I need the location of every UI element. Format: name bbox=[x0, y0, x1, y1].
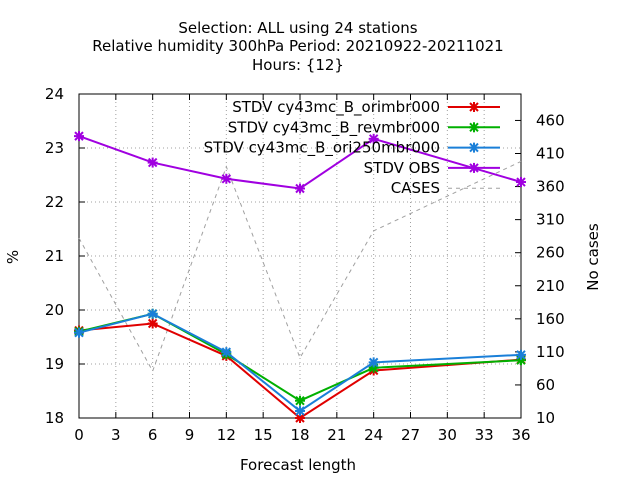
legend-label: STDV cy43mc_B_ori250mbr000 bbox=[204, 139, 440, 158]
data-point bbox=[295, 395, 305, 406]
legend-entry: STDV cy43mc_B_revmbr000 bbox=[228, 118, 500, 137]
series-cases bbox=[78, 160, 522, 373]
data-point bbox=[74, 327, 84, 338]
legend-marker bbox=[469, 102, 479, 112]
legend-label: STDV OBS bbox=[364, 159, 440, 177]
data-point bbox=[295, 405, 305, 416]
x-axis-label: Forecast length bbox=[240, 456, 356, 474]
legend-marker bbox=[469, 162, 479, 173]
legend-entry: STDV cy43mc_B_orimbr000 bbox=[232, 98, 500, 117]
legend-marker bbox=[469, 122, 479, 133]
series-group bbox=[74, 131, 526, 423]
x-tick-label: 21 bbox=[327, 426, 346, 444]
data-point bbox=[368, 133, 379, 144]
x-tick-label: 24 bbox=[364, 426, 383, 444]
y-tick-label: 21 bbox=[45, 247, 64, 265]
series-stdv-cy43mc-b-ori250mbr000 bbox=[74, 308, 526, 416]
y2-tick-label: 360 bbox=[536, 178, 565, 196]
series-line bbox=[78, 322, 522, 420]
x-tick-label: 6 bbox=[148, 426, 158, 444]
y2-tick-label: 60 bbox=[536, 376, 555, 394]
title-line-1: Selection: ALL using 24 stations bbox=[178, 19, 417, 37]
data-point bbox=[147, 308, 158, 319]
x-tick-label: 3 bbox=[111, 426, 121, 444]
y-tick-label: 20 bbox=[45, 301, 64, 319]
legend-entry: STDV OBS bbox=[364, 159, 500, 177]
legend-entry: CASES bbox=[391, 179, 500, 197]
legend-label: STDV cy43mc_B_orimbr000 bbox=[232, 98, 440, 117]
x-tick-label: 0 bbox=[74, 426, 84, 444]
data-point bbox=[221, 347, 232, 358]
y2-tick-label: 210 bbox=[536, 277, 565, 295]
tick-labels: 0 3 6 9 12 15 18 21 24 27 30 33 36181920212223241060… bbox=[45, 85, 565, 444]
chart-title: Selection: ALL using 24 stations Relativ… bbox=[92, 19, 503, 74]
y2-tick-label: 310 bbox=[536, 211, 565, 229]
y-axis-label: % bbox=[4, 250, 22, 264]
legend-label: STDV cy43mc_B_revmbr000 bbox=[228, 118, 440, 137]
data-point bbox=[147, 318, 158, 329]
y2-tick-label: 110 bbox=[536, 343, 565, 361]
legend-label: CASES bbox=[391, 179, 440, 197]
data-point bbox=[74, 131, 84, 142]
y-tick-label: 23 bbox=[45, 139, 64, 157]
x-tick-label: 12 bbox=[217, 426, 236, 444]
data-point bbox=[516, 177, 526, 188]
data-point bbox=[295, 183, 305, 194]
series-line bbox=[78, 135, 522, 190]
series-line bbox=[78, 312, 522, 413]
data-point bbox=[516, 349, 526, 360]
y2-tick-label: 10 bbox=[536, 409, 555, 427]
title-line-3: Hours: {12} bbox=[252, 56, 344, 74]
x-tick-label: 9 bbox=[185, 426, 195, 444]
legend-entry: STDV cy43mc_B_ori250mbr000 bbox=[204, 139, 500, 158]
y-tick-label: 18 bbox=[45, 409, 64, 427]
y2-axis-label: No cases bbox=[584, 223, 602, 291]
series-line bbox=[78, 160, 522, 373]
y-tick-label: 22 bbox=[45, 193, 64, 211]
x-tick-label: 15 bbox=[254, 426, 273, 444]
data-point bbox=[147, 157, 158, 168]
y2-tick-label: 410 bbox=[536, 145, 565, 163]
x-tick-label: 33 bbox=[475, 426, 494, 444]
data-point bbox=[368, 357, 379, 368]
x-tick-label: 27 bbox=[401, 426, 420, 444]
y2-tick-label: 260 bbox=[536, 244, 565, 262]
data-point bbox=[221, 173, 232, 184]
x-tick-label: 18 bbox=[290, 426, 309, 444]
series-stdv-obs bbox=[74, 131, 526, 194]
x-tick-label: 30 bbox=[438, 426, 457, 444]
x-tick-label: 36 bbox=[511, 426, 530, 444]
y-tick-label: 19 bbox=[45, 355, 64, 373]
legend-marker bbox=[469, 142, 479, 153]
title-line-2: Relative humidity 300hPa Period: 2021092… bbox=[92, 37, 503, 55]
y-tick-label: 24 bbox=[45, 85, 64, 103]
y2-tick-label: 460 bbox=[536, 111, 565, 129]
y2-tick-label: 160 bbox=[536, 310, 565, 328]
